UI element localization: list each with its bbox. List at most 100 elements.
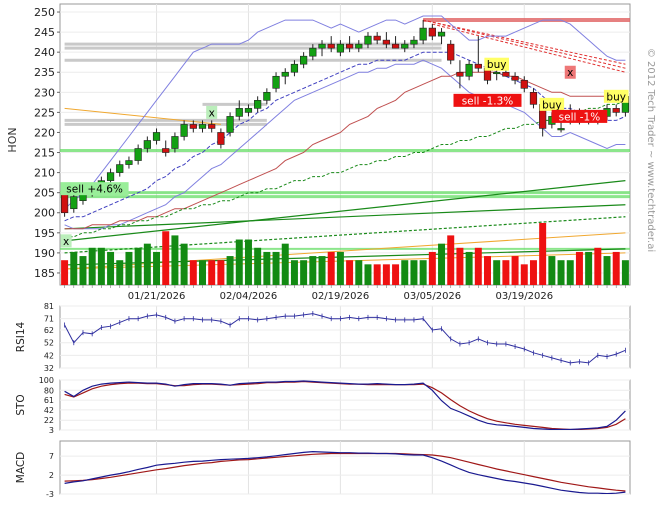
volume-bar xyxy=(189,260,197,285)
candle-body xyxy=(336,43,345,53)
volume-bar xyxy=(300,260,308,285)
candle-body xyxy=(391,43,400,49)
annotation-box xyxy=(60,234,72,248)
candle-body xyxy=(208,124,216,129)
lower-band-line xyxy=(64,59,626,230)
candle-body xyxy=(244,108,253,113)
candle-body xyxy=(612,108,620,113)
candle-body xyxy=(235,108,243,117)
volume-bar xyxy=(603,256,611,285)
watermark: © 2012 Tech Trader ~ www.techtrader.ai xyxy=(645,48,656,252)
candle-body xyxy=(125,160,133,165)
macd-panel-label: MACD xyxy=(15,452,27,483)
volume-bar xyxy=(382,264,390,285)
volume-bar xyxy=(107,251,115,285)
sto-panel-tick-label: 100 xyxy=(39,376,54,385)
candle-body xyxy=(180,124,188,137)
annotation-sell-green: sell +4.6% xyxy=(66,184,123,196)
candle-body xyxy=(263,92,271,101)
annotation-box xyxy=(453,93,522,107)
band-lines xyxy=(64,15,626,238)
rsi-panel-tick-label: 62 xyxy=(44,326,54,335)
volume-bar xyxy=(309,256,317,285)
rsi-line xyxy=(64,313,626,364)
volume-bar xyxy=(548,256,556,285)
candle-body xyxy=(226,116,234,133)
annotation-buy: buy xyxy=(487,59,507,71)
macd-panel: -3 2 7 MACD xyxy=(15,440,631,499)
volume-bar xyxy=(493,260,501,285)
candle-body xyxy=(300,55,308,65)
volume-bar xyxy=(428,251,436,285)
candle-body xyxy=(419,27,427,41)
candle-body xyxy=(290,63,299,73)
candle-body xyxy=(345,43,354,49)
support-trend-line xyxy=(64,204,626,230)
candle-body xyxy=(401,43,409,49)
x-tick-label: 01/21/2026 xyxy=(128,291,186,302)
price-tick-label: 205 xyxy=(34,187,55,200)
annotation-box xyxy=(564,65,576,79)
price-axis: 185 190 195 200 205 210 215 220 225 230 235 240 245 2… xyxy=(34,6,60,280)
volume-bar xyxy=(594,247,602,285)
candle-body xyxy=(152,132,161,141)
price-tick-label: 230 xyxy=(34,86,55,99)
volume-bar xyxy=(208,260,216,285)
volume-bar xyxy=(465,251,473,285)
annotation-box xyxy=(484,57,509,71)
macd-panel-tick-label: 7 xyxy=(49,452,54,461)
volume-bar xyxy=(410,260,418,285)
candle-body xyxy=(134,148,142,161)
volume-bar xyxy=(392,264,400,285)
price-tick-label: 190 xyxy=(34,247,55,260)
volume-bar xyxy=(474,247,482,285)
volume-bar xyxy=(281,243,289,285)
x-tick-label: 02/04/2026 xyxy=(220,291,278,302)
volume-bar xyxy=(272,251,280,285)
volume-bar xyxy=(539,223,547,285)
candle-body xyxy=(437,31,446,37)
upper-band-line xyxy=(64,15,626,210)
candle-body xyxy=(529,92,538,105)
volume-bar xyxy=(254,247,262,285)
price-tick-label: 220 xyxy=(34,126,55,139)
annotation-box xyxy=(603,89,629,103)
volume-bar xyxy=(511,256,519,285)
volume-bar xyxy=(373,264,381,285)
annotation-buy: buy xyxy=(606,91,626,103)
volume-bar xyxy=(346,260,354,285)
sto-panel-label: STO xyxy=(15,394,27,415)
volume-bar xyxy=(484,256,491,285)
candle-body xyxy=(511,75,519,81)
volume-bar xyxy=(621,260,629,285)
volume-bar xyxy=(226,256,234,285)
candle-body xyxy=(410,39,418,45)
volume-bar xyxy=(327,251,335,285)
price-tick-label: 185 xyxy=(34,267,55,280)
volume-bar xyxy=(79,256,87,285)
x-tick-label: 03/19/2026 xyxy=(495,291,553,302)
volume-bar xyxy=(520,264,528,285)
candle-body xyxy=(116,164,124,173)
price-overlays xyxy=(60,18,630,270)
candle-body xyxy=(318,43,326,49)
volume-bar xyxy=(566,260,574,285)
volume-bar xyxy=(529,260,537,285)
rsi-panel-label: RSI14 xyxy=(15,321,27,352)
sto-k-line xyxy=(64,380,626,430)
x-tick-label: 03/05/2026 xyxy=(404,291,462,302)
volume-bar xyxy=(585,251,593,285)
candle-body xyxy=(327,43,335,49)
macd-line xyxy=(64,450,626,494)
volume-bar xyxy=(199,260,206,285)
support-trend-line xyxy=(64,180,626,242)
volume-bar xyxy=(575,251,583,285)
volume-bar xyxy=(235,239,243,285)
candle-body xyxy=(143,140,151,149)
candle-body xyxy=(456,71,464,77)
annotation-box xyxy=(60,182,129,196)
candle-body xyxy=(465,63,473,77)
candle-body xyxy=(198,124,207,129)
price-tick-label: 235 xyxy=(34,66,55,79)
